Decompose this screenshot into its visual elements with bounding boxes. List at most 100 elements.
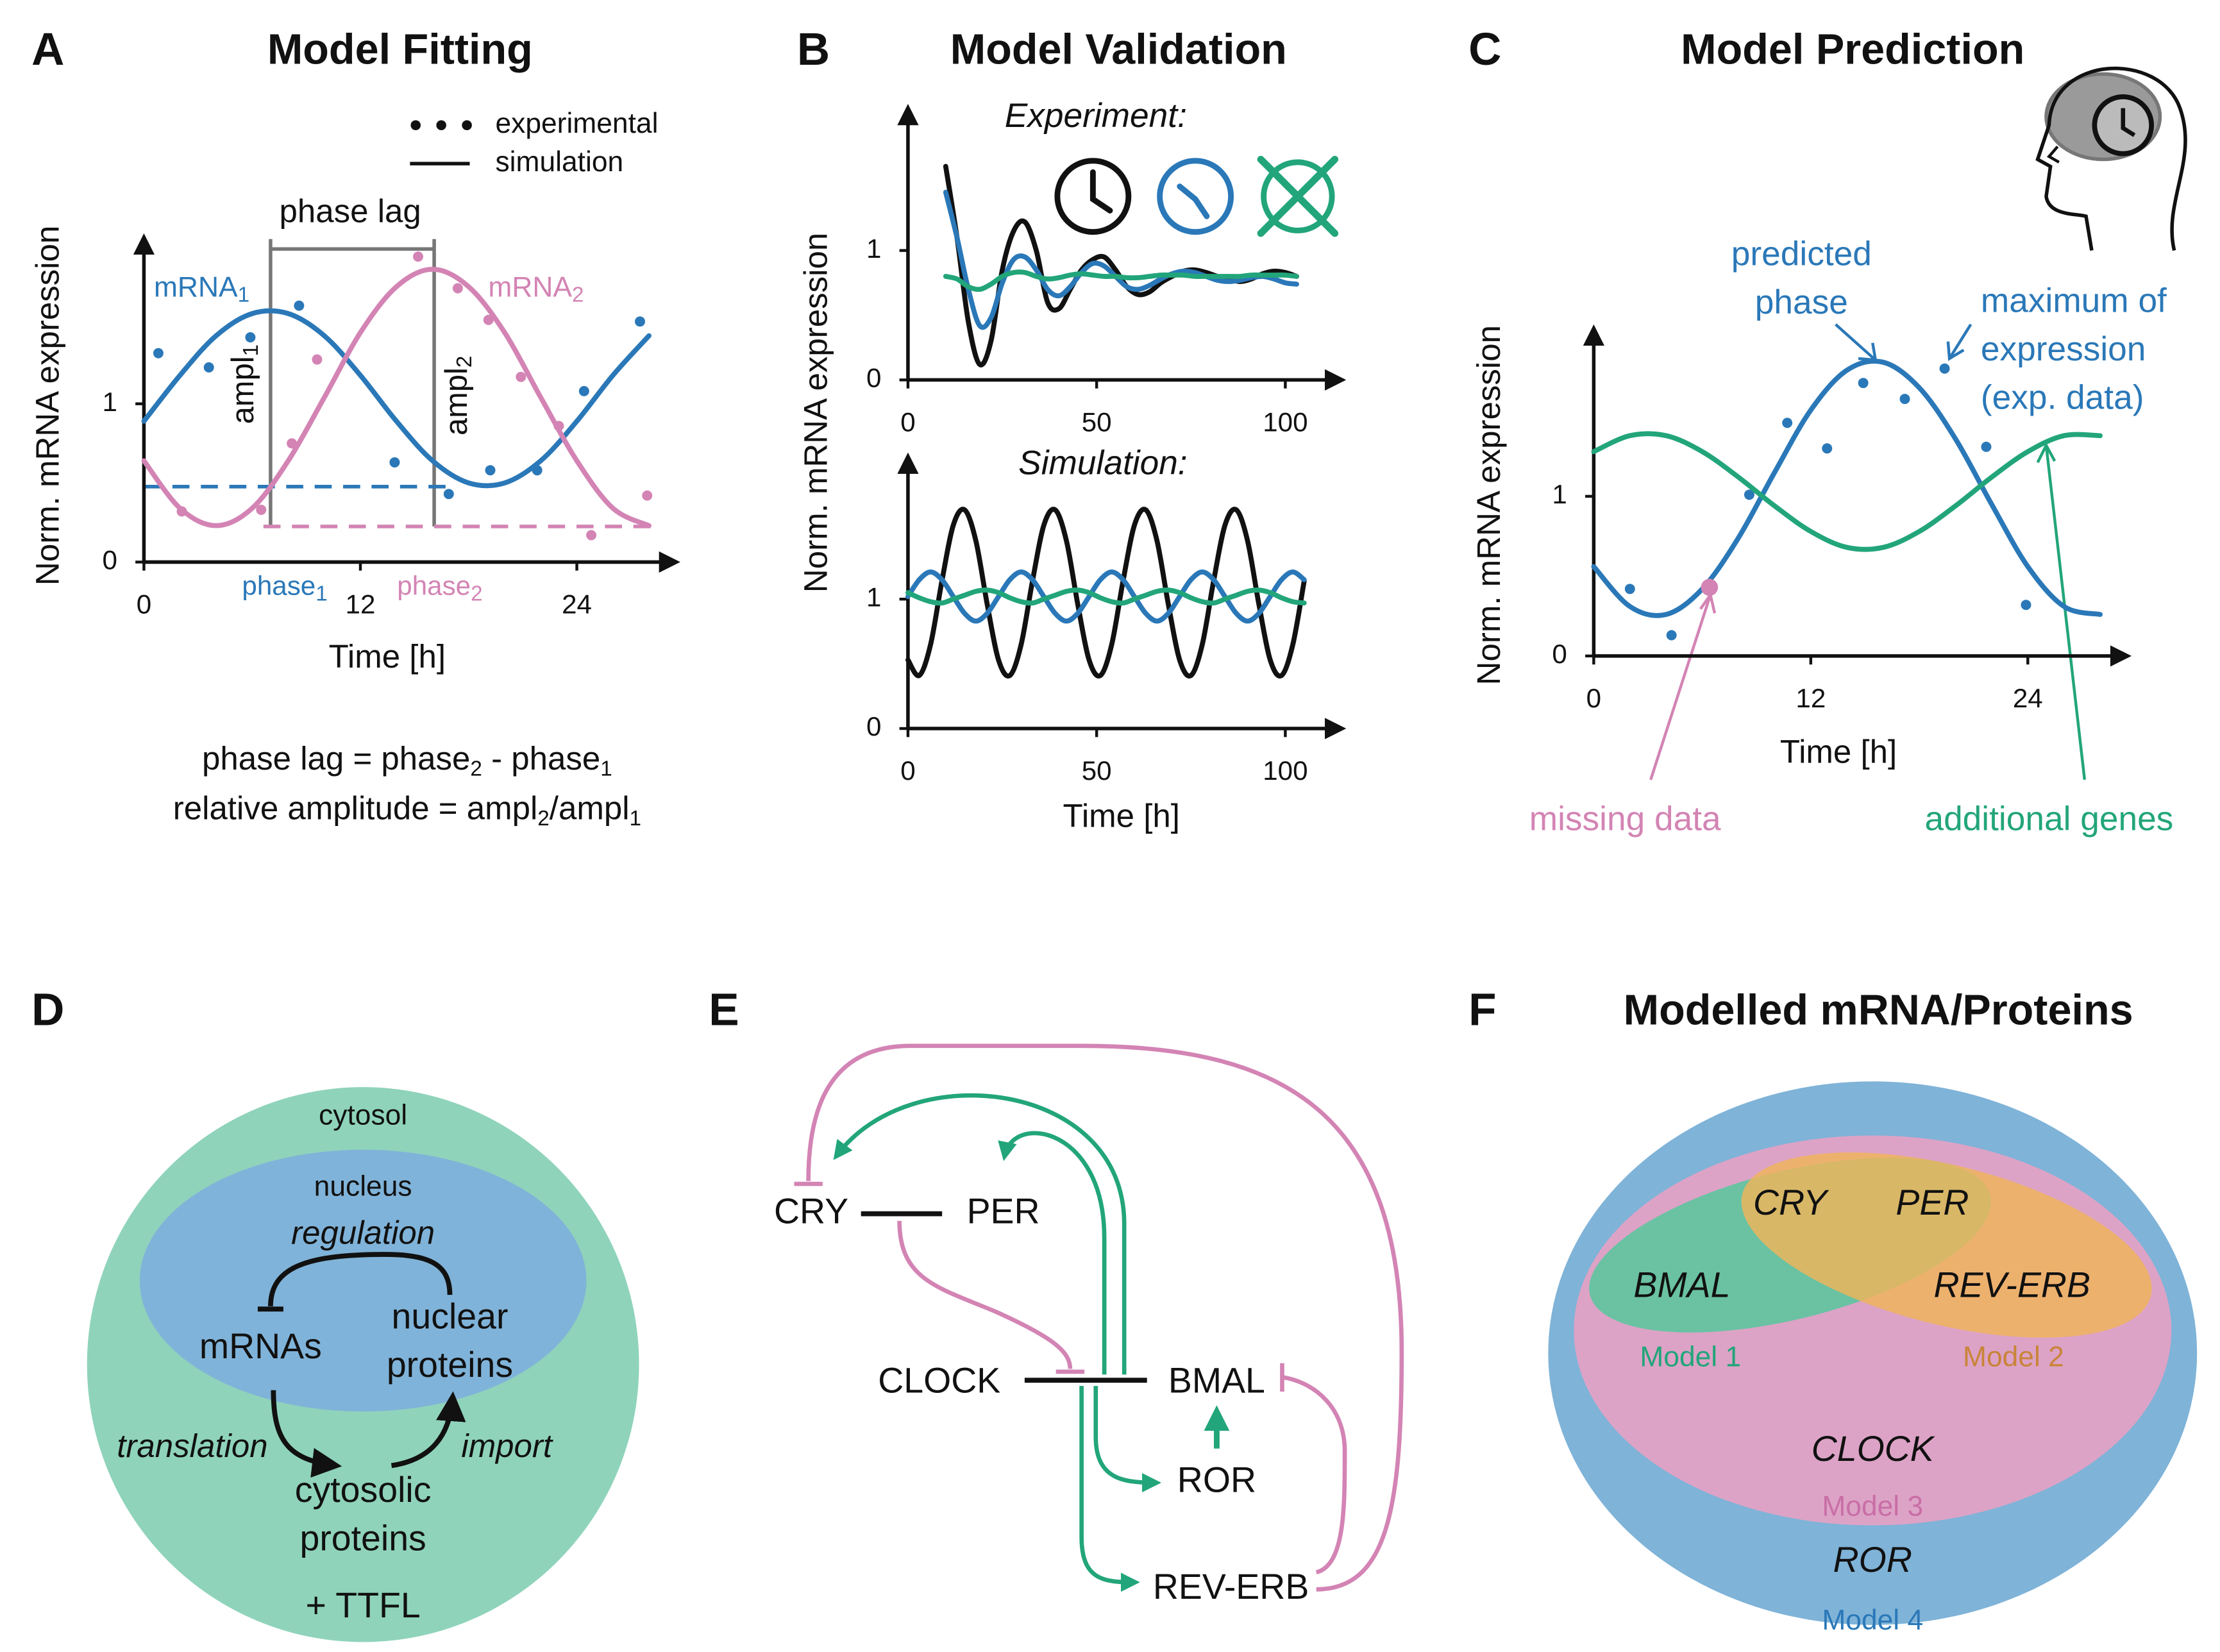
x-axis-label: Time [h] — [329, 638, 446, 675]
subscript: 1 — [600, 757, 612, 780]
data-point — [203, 362, 214, 373]
activation — [1093, 1386, 1161, 1492]
x-tick-label: 0 — [900, 755, 915, 786]
text: ampl — [439, 367, 474, 435]
gene-label: PER — [1896, 1183, 1969, 1222]
data-point — [1858, 378, 1869, 389]
text: ampl — [226, 356, 260, 424]
subscript: 2 — [453, 356, 476, 368]
legend-dot — [462, 120, 472, 131]
clock — [1261, 159, 1335, 233]
legend-dot — [436, 120, 446, 131]
text: phase — [397, 570, 471, 600]
model-label: Model 3 — [1822, 1491, 1923, 1522]
y-tick-label: 0 — [866, 363, 881, 393]
x-axis-label: Time [h] — [1063, 797, 1180, 834]
series-line — [943, 269, 1299, 292]
eye — [2046, 146, 2060, 164]
gene-label: REV-ERB — [1933, 1265, 2090, 1305]
data-point — [2021, 600, 2031, 611]
data-point — [413, 251, 424, 262]
gene-label: BMAL — [1633, 1265, 1730, 1305]
text: phase lag = phase — [202, 741, 470, 777]
data-point — [1782, 417, 1793, 428]
cell-diagram — [87, 1087, 639, 1642]
inhibition — [897, 1220, 1073, 1369]
x-tick-label: 0 — [137, 589, 151, 619]
data-point — [1624, 584, 1635, 594]
data-point — [578, 385, 589, 396]
series-line — [905, 587, 1307, 606]
annotation: predicted — [1731, 235, 1872, 273]
data-point — [287, 438, 298, 449]
subscript: 2 — [470, 757, 482, 780]
label: cytosolic — [295, 1470, 432, 1510]
legend-label: simulation — [495, 146, 623, 178]
subscript: 1 — [630, 807, 642, 830]
label: nucleus — [314, 1170, 412, 1202]
y-axis-label: Norm. mRNA expression — [1470, 325, 1507, 685]
data-point — [642, 490, 653, 501]
clock-icon — [1054, 155, 1339, 237]
subtitle: Experiment: — [1005, 97, 1187, 135]
clock — [1054, 158, 1132, 235]
x-tick-label: 100 — [1263, 407, 1308, 437]
label: regulation — [291, 1214, 435, 1251]
data-point — [532, 465, 542, 476]
series-line — [943, 164, 1299, 367]
subscript: 1 — [238, 283, 250, 307]
y-axis-label: Norm. mRNA expression — [29, 226, 65, 586]
arrow — [1946, 323, 1972, 361]
subscript: 2 — [572, 283, 584, 307]
data-point — [256, 504, 267, 515]
label: translation — [117, 1428, 267, 1464]
x-tick-label: 100 — [1263, 755, 1308, 786]
y-tick-label: 1 — [102, 387, 117, 417]
panel-letter: F — [1468, 985, 1496, 1036]
activation — [998, 1131, 1107, 1375]
series-label: mRNA1 — [154, 271, 249, 307]
node-label: PER — [967, 1191, 1040, 1231]
head-outline — [2035, 66, 2187, 251]
panel-letter: A — [31, 24, 64, 75]
chart-title: Model Validation — [950, 26, 1287, 74]
cross — [1257, 155, 1339, 237]
data-point — [176, 506, 187, 517]
panel-letter: E — [709, 985, 739, 1036]
x-tick-label: 50 — [1082, 407, 1112, 437]
text: - phase — [482, 741, 600, 777]
x-tick-label: 0 — [900, 407, 915, 437]
data-point — [635, 316, 646, 327]
label: proteins — [387, 1345, 513, 1385]
subscript: 2 — [471, 582, 483, 605]
subscript: 2 — [537, 807, 550, 830]
clock-hands — [1177, 183, 1210, 219]
data-point — [153, 348, 164, 358]
node-label: CLOCK — [878, 1360, 1000, 1400]
regulation-arrow — [268, 1252, 453, 1306]
x-tick-label: 24 — [2013, 683, 2043, 713]
inhibition — [806, 1043, 1404, 1592]
y-tick-label: 1 — [866, 582, 881, 612]
subscript: 1 — [239, 344, 263, 357]
series-line — [943, 189, 1299, 330]
chart-title: Model Fitting — [267, 26, 533, 74]
annotation: ampl2 — [439, 356, 476, 435]
data-point — [1981, 441, 1992, 452]
panel-letter: B — [797, 24, 830, 75]
annotation: additional genes — [1924, 800, 2173, 838]
annotation: maximum of — [1981, 282, 2167, 320]
series-line — [141, 308, 652, 489]
gene-label: CRY — [1753, 1183, 1829, 1222]
data-point — [245, 332, 256, 342]
phase-annotation — [144, 239, 658, 528]
clock-hands — [2121, 108, 2136, 137]
arrow — [2036, 442, 2087, 780]
model-2-area — [1741, 1152, 2152, 1338]
data-point — [294, 300, 305, 311]
x-tick-label: 12 — [346, 589, 376, 619]
series-line — [1591, 431, 2103, 552]
series-label: mRNA2 — [488, 271, 584, 307]
activation — [1079, 1386, 1140, 1592]
network-diagram — [794, 1043, 1404, 1592]
